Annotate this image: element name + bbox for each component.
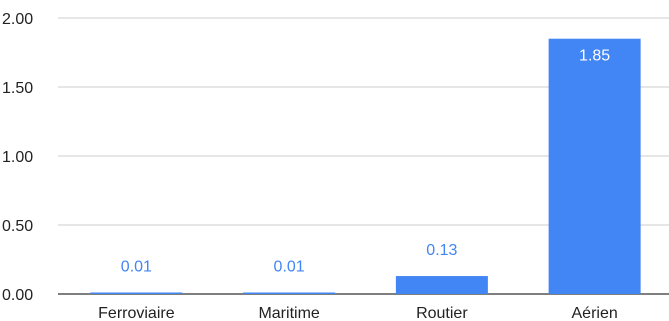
- y-tick-label: 2.00: [2, 11, 33, 28]
- y-tick-label: 1.00: [2, 149, 33, 166]
- x-category-label: Routier: [416, 305, 468, 321]
- x-category-label: Aérien: [572, 305, 618, 321]
- data-label: 0.13: [426, 242, 457, 259]
- data-label: 0.01: [274, 259, 305, 276]
- data-labels: 0.01 0.01 0.13 1.85: [121, 48, 610, 276]
- x-axis-category-labels: Ferroviaire Maritime Routier Aérien: [98, 305, 618, 321]
- y-axis-tick-labels: 0.00 0.50 1.00 1.50 2.00: [2, 11, 33, 304]
- data-label: 0.01: [121, 259, 152, 276]
- y-tick-label: 0.50: [2, 218, 33, 235]
- bar: [548, 38, 641, 295]
- bars: [90, 38, 641, 295]
- data-label: 1.85: [579, 48, 610, 65]
- x-category-label: Ferroviaire: [98, 305, 175, 321]
- bar: [90, 292, 183, 294]
- bar: [243, 292, 336, 294]
- y-tick-label: 1.50: [2, 80, 33, 97]
- bar: [395, 276, 488, 294]
- x-category-label: Maritime: [258, 305, 319, 321]
- y-tick-label: 0.00: [2, 287, 33, 304]
